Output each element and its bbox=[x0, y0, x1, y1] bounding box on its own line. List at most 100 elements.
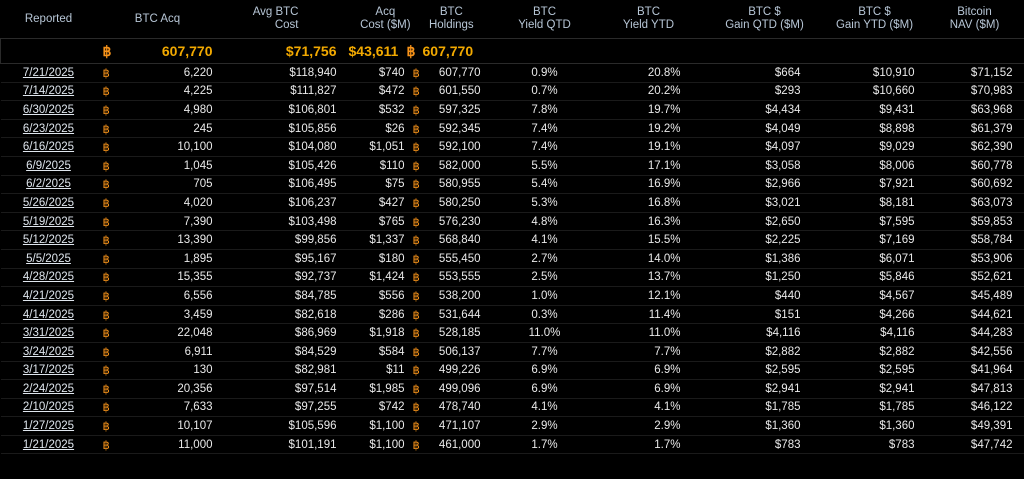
reported-date-link[interactable]: 1/21/2025 bbox=[0, 435, 97, 455]
gain-ytd-cell: $2,941 bbox=[824, 379, 925, 399]
btc-holdings-table: Reported BTC Acq Avg BTC Cost Acq Cost ($M… bbox=[0, 6, 1024, 455]
table-row: 5/19/2025 ฿ 7,390 $103,498 $765 ฿ 576,230 4.8% 1… bbox=[0, 212, 1024, 232]
yield-ytd-cell: 15.5% bbox=[592, 230, 705, 250]
reported-date-link[interactable]: 5/26/2025 bbox=[0, 193, 97, 213]
gain-ytd-cell: $4,266 bbox=[824, 305, 925, 325]
gain-qtd-cell: $2,882 bbox=[704, 342, 825, 362]
reported-date-link[interactable]: 3/31/2025 bbox=[0, 323, 97, 343]
nav-cell: $44,283 bbox=[924, 323, 1024, 343]
col-header-btc-acq[interactable]: BTC Acq bbox=[134, 12, 181, 25]
col-header-nav[interactable]: Bitcoin NAV ($M) bbox=[949, 6, 1000, 31]
acq-cost-holdings-cell: $472 ฿ 601,550 bbox=[342, 82, 497, 102]
avg-cost-cell: $84,785 bbox=[218, 286, 343, 306]
yield-ytd-cell: 19.7% bbox=[592, 100, 705, 120]
col-header-reported[interactable]: Reported bbox=[24, 12, 73, 25]
acq-cost-holdings-cell: $1,424 ฿ 553,555 bbox=[342, 268, 497, 288]
col-header-yield-ytd[interactable]: BTC Yield YTD bbox=[622, 6, 675, 31]
reported-date-link[interactable]: 4/14/2025 bbox=[0, 305, 97, 325]
yield-qtd-cell: 2.9% bbox=[496, 416, 593, 436]
nav-cell: $71,152 bbox=[924, 63, 1024, 83]
gain-qtd-cell: $1,386 bbox=[704, 249, 825, 269]
reported-date-link[interactable]: 7/14/2025 bbox=[0, 82, 97, 102]
yield-ytd-cell: 1.7% bbox=[592, 435, 705, 455]
gain-qtd-cell: $664 bbox=[704, 63, 825, 83]
table-row: 7/14/2025 ฿ 4,225 $111,827 $472 ฿ 601,550 0.7% 2… bbox=[0, 82, 1024, 102]
reported-date-link[interactable]: 3/24/2025 bbox=[0, 342, 97, 362]
col-header-acq-cost[interactable]: Acq Cost ($M) BTC Holdings bbox=[360, 6, 474, 31]
yield-qtd-cell: 7.7% bbox=[496, 342, 593, 362]
bitcoin-icon: ฿ bbox=[102, 197, 110, 210]
yield-qtd-cell: 4.1% bbox=[496, 230, 593, 250]
bitcoin-icon: ฿ bbox=[412, 104, 420, 117]
gain-ytd-cell: $4,116 bbox=[824, 323, 925, 343]
reported-date-link[interactable]: 2/10/2025 bbox=[0, 398, 97, 418]
btc-acq-cell: ฿ 1,895 bbox=[96, 249, 219, 269]
avg-cost-cell: $106,801 bbox=[218, 100, 343, 120]
reported-date-link[interactable]: 6/2/2025 bbox=[0, 175, 97, 195]
gain-ytd-cell: $7,169 bbox=[824, 230, 925, 250]
gain-qtd-cell: $3,021 bbox=[704, 193, 825, 213]
gain-ytd-cell: $783 bbox=[824, 435, 925, 455]
bitcoin-icon: ฿ bbox=[412, 160, 420, 173]
reported-date-link[interactable]: 4/21/2025 bbox=[0, 286, 97, 306]
table-row: 2/10/2025 ฿ 7,633 $97,255 $742 ฿ 478,740 4.1% 4.… bbox=[0, 398, 1024, 418]
bitcoin-icon: ฿ bbox=[406, 42, 416, 59]
gain-ytd-cell: $6,071 bbox=[824, 249, 925, 269]
btc-acq-cell: ฿ 130 bbox=[96, 361, 219, 381]
reported-date-link[interactable]: 2/24/2025 bbox=[0, 379, 97, 399]
bitcoin-icon: ฿ bbox=[412, 253, 420, 266]
btc-acq-cell: ฿ 13,390 bbox=[96, 230, 219, 250]
nav-cell: $52,621 bbox=[924, 268, 1024, 288]
reported-date-link[interactable]: 1/27/2025 bbox=[0, 416, 97, 436]
col-header-gain-ytd[interactable]: BTC $ Gain YTD ($M) bbox=[835, 6, 914, 31]
yield-ytd-cell: 19.1% bbox=[592, 137, 705, 157]
yield-ytd-cell: 7.7% bbox=[592, 342, 705, 362]
nav-cell: $42,556 bbox=[924, 342, 1024, 362]
reported-date-link[interactable]: 3/17/2025 bbox=[0, 361, 97, 381]
gain-ytd-cell: $8,006 bbox=[824, 156, 925, 176]
bitcoin-icon: ฿ bbox=[412, 197, 420, 210]
btc-acq-cell: ฿ 6,220 bbox=[96, 63, 219, 83]
bitcoin-icon: ฿ bbox=[102, 42, 112, 59]
acq-cost-holdings-cell: $110 ฿ 582,000 bbox=[342, 156, 497, 176]
summary-row: ฿ 607,770 $71,756 $43,611 ฿ 607,770 bbox=[0, 38, 1024, 64]
nav-cell: $70,983 bbox=[924, 82, 1024, 102]
reported-date-link[interactable]: 7/21/2025 bbox=[0, 63, 97, 83]
bitcoin-icon: ฿ bbox=[102, 142, 110, 155]
yield-qtd-cell: 4.8% bbox=[496, 212, 593, 232]
bitcoin-icon: ฿ bbox=[412, 383, 420, 396]
yield-qtd-cell: 6.9% bbox=[496, 361, 593, 381]
reported-date-link[interactable]: 5/5/2025 bbox=[0, 249, 97, 269]
reported-date-link[interactable]: 6/23/2025 bbox=[0, 119, 97, 139]
reported-date-link[interactable]: 6/16/2025 bbox=[0, 137, 97, 157]
bitcoin-icon: ฿ bbox=[412, 346, 420, 359]
table-row: 5/26/2025 ฿ 4,020 $106,237 $427 ฿ 580,250 5.3% 1… bbox=[0, 193, 1024, 213]
table-row: 3/17/2025 ฿ 130 $82,981 $11 ฿ 499,226 6.9% 6.9% $… bbox=[0, 361, 1024, 381]
avg-cost-cell: $104,080 bbox=[218, 137, 343, 157]
bitcoin-icon: ฿ bbox=[102, 272, 110, 285]
yield-qtd-cell: 5.3% bbox=[496, 193, 593, 213]
table-row: 6/9/2025 ฿ 1,045 $105,426 $110 ฿ 582,000 5.5% 17… bbox=[0, 156, 1024, 176]
bitcoin-icon: ฿ bbox=[102, 67, 110, 80]
col-header-yield-qtd[interactable]: BTC Yield QTD bbox=[518, 6, 571, 31]
reported-date-link[interactable]: 6/30/2025 bbox=[0, 100, 97, 120]
table-row: 4/14/2025 ฿ 3,459 $82,618 $286 ฿ 531,644 0.3% 11… bbox=[0, 305, 1024, 325]
reported-date-link[interactable]: 5/19/2025 bbox=[0, 212, 97, 232]
bitcoin-icon: ฿ bbox=[102, 179, 110, 192]
gain-ytd-cell: $7,595 bbox=[824, 212, 925, 232]
bitcoin-icon: ฿ bbox=[102, 253, 110, 266]
yield-qtd-cell: 5.4% bbox=[496, 175, 593, 195]
btc-acq-cell: ฿ 4,020 bbox=[96, 193, 219, 213]
reported-date-link[interactable]: 6/9/2025 bbox=[0, 156, 97, 176]
col-header-gain-qtd[interactable]: BTC $ Gain QTD ($M) bbox=[725, 6, 804, 31]
gain-qtd-cell: $2,225 bbox=[704, 230, 825, 250]
bitcoin-icon: ฿ bbox=[412, 67, 420, 80]
yield-ytd-cell: 16.9% bbox=[592, 175, 705, 195]
reported-date-link[interactable]: 5/12/2025 bbox=[0, 230, 97, 250]
acq-cost-holdings-cell: $765 ฿ 576,230 bbox=[342, 212, 497, 232]
avg-cost-cell: $99,856 bbox=[218, 230, 343, 250]
yield-qtd-cell: 2.7% bbox=[496, 249, 593, 269]
col-header-avg-cost[interactable]: Avg BTC Cost bbox=[252, 6, 299, 31]
gain-qtd-cell: $2,966 bbox=[704, 175, 825, 195]
reported-date-link[interactable]: 4/28/2025 bbox=[0, 268, 97, 288]
